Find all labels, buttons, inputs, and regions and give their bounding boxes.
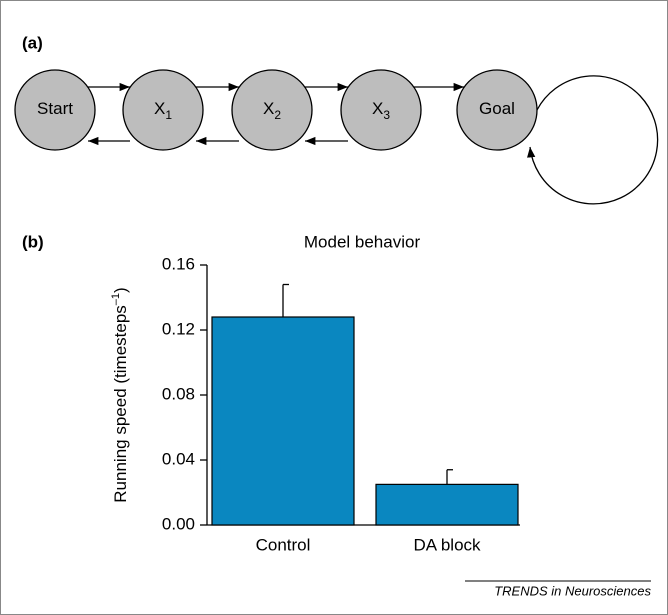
state-node [231,69,313,151]
x-tick-label: DA block [413,535,481,554]
state-node [122,69,204,151]
state-label: X1 [154,99,172,122]
panel-label: (b) [22,232,44,251]
state-label-text: X [154,99,165,118]
self-loop [527,75,659,205]
state-label-text: X [263,99,274,118]
state-label-text: X [372,99,383,118]
state-label-text: Start [37,99,73,118]
state-label: Goal [479,99,515,118]
footer: TRENDS in Neurosciences [494,583,651,598]
state-label-sub: 1 [165,108,172,122]
state-label: X3 [372,99,390,122]
y-tick-label: 0.00 [162,514,195,533]
y-tick-label: 0.16 [162,254,195,273]
state-node [340,69,422,151]
state-label-sub: 2 [274,108,281,122]
state-label-text: Goal [479,99,515,118]
bar [211,316,355,526]
y-axis-label: Running speed (timesteps–1) [110,287,131,502]
y-axis-label-sup: –1 [110,293,122,305]
state-label: X2 [263,99,281,122]
y-tick-label: 0.12 [162,319,195,338]
x-tick-label: Control [256,535,311,554]
panel-label: (a) [22,33,43,52]
bar [375,483,519,526]
state-diagram: Start X1 X2 X3 Goal [14,69,659,205]
y-tick-label: 0.04 [162,449,195,468]
state-node [456,69,538,151]
state-label: Start [37,99,73,118]
state-label-sub: 3 [383,108,390,122]
state-node [14,69,96,151]
y-axis-label-end: ) [111,287,130,293]
chart-title: Model behavior [304,232,421,251]
y-tick-label: 0.08 [162,384,195,403]
y-axis-label-text: Running speed (timesteps [111,305,130,503]
